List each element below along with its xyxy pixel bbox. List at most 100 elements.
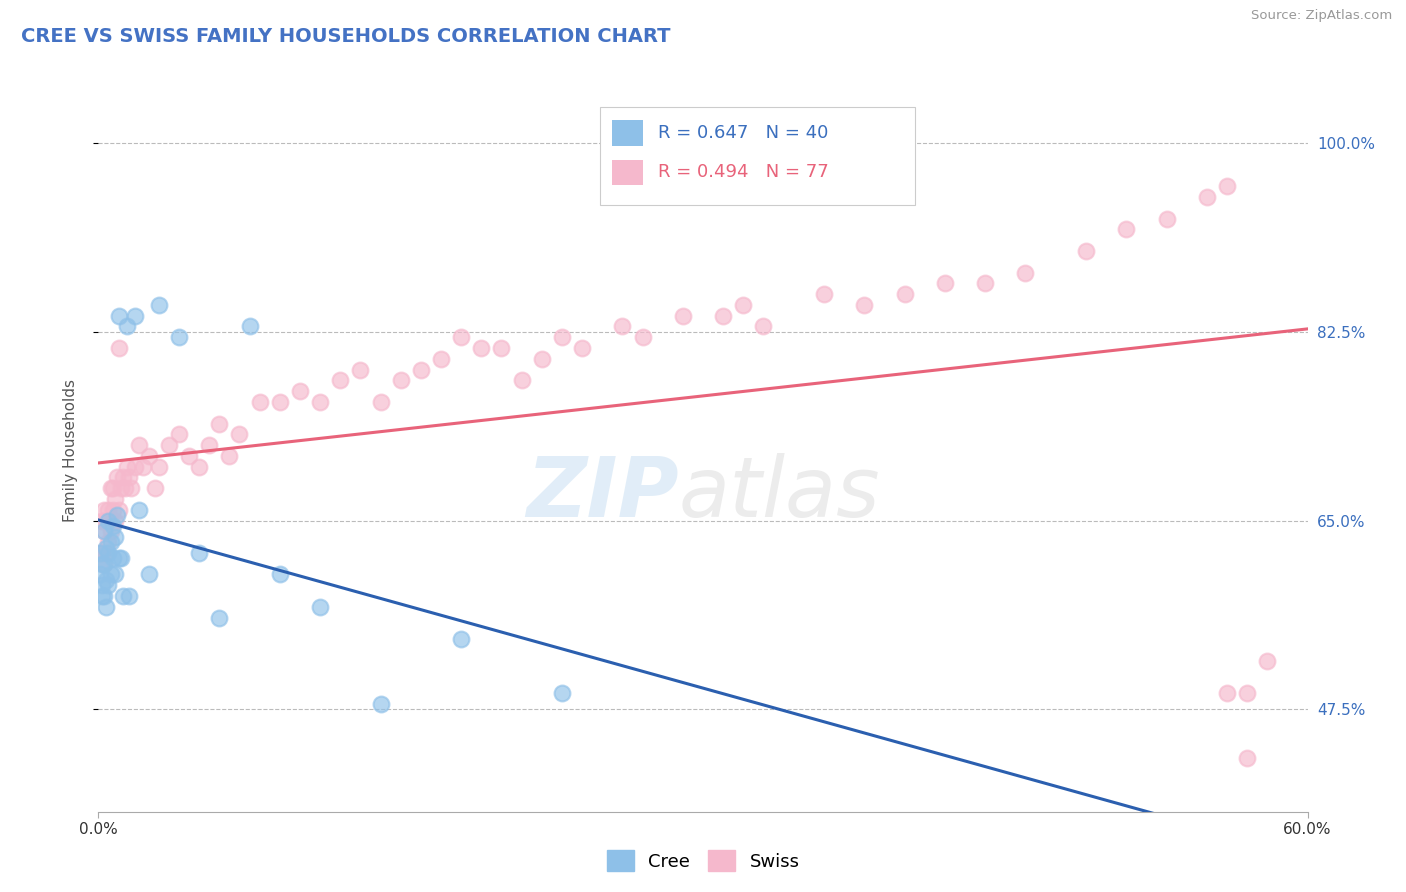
Point	[120, 481, 142, 495]
Point	[91, 557, 114, 571]
Point	[188, 546, 211, 560]
Point	[510, 373, 533, 387]
Point	[132, 459, 155, 474]
Point	[100, 524, 122, 539]
Point	[93, 524, 115, 539]
Point	[111, 470, 134, 484]
Point	[157, 438, 180, 452]
Point	[711, 309, 734, 323]
Point	[118, 589, 141, 603]
Point	[110, 551, 132, 566]
Point	[118, 470, 141, 484]
FancyBboxPatch shape	[600, 107, 915, 205]
Point	[101, 481, 124, 495]
Point	[208, 417, 231, 431]
Point	[853, 298, 876, 312]
Point	[752, 319, 775, 334]
Text: CREE VS SWISS FAMILY HOUSEHOLDS CORRELATION CHART: CREE VS SWISS FAMILY HOUSEHOLDS CORRELAT…	[21, 27, 671, 45]
Point	[1216, 179, 1239, 194]
Point	[409, 362, 432, 376]
Point	[1115, 222, 1137, 236]
Point	[430, 351, 453, 366]
Point	[1216, 686, 1239, 700]
Point	[249, 395, 271, 409]
Point	[1014, 266, 1036, 280]
Point	[143, 481, 166, 495]
Point	[218, 449, 240, 463]
Point	[208, 610, 231, 624]
Point	[167, 427, 190, 442]
Point	[97, 535, 120, 549]
Point	[470, 341, 492, 355]
Point	[103, 567, 125, 582]
Point	[612, 319, 634, 334]
FancyBboxPatch shape	[613, 120, 643, 145]
Point	[89, 546, 111, 560]
Point	[188, 459, 211, 474]
Point	[97, 578, 120, 592]
Point	[91, 546, 114, 560]
Point	[491, 341, 513, 355]
Point	[179, 449, 201, 463]
Point	[93, 502, 115, 516]
Point	[96, 599, 118, 614]
Point	[1256, 654, 1278, 668]
Point	[571, 341, 593, 355]
Point	[107, 551, 129, 566]
Point	[93, 557, 115, 571]
Point	[309, 599, 332, 614]
Point	[110, 481, 132, 495]
Point	[105, 470, 128, 484]
Point	[530, 351, 553, 366]
FancyBboxPatch shape	[613, 160, 643, 186]
Point	[105, 508, 128, 523]
Point	[101, 519, 124, 533]
Point	[97, 514, 120, 528]
Point	[107, 341, 129, 355]
Point	[138, 567, 160, 582]
Y-axis label: Family Households: Family Households	[63, 379, 77, 522]
Point	[389, 373, 412, 387]
Point	[450, 330, 472, 344]
Point	[733, 298, 755, 312]
Point	[93, 557, 115, 571]
Point	[96, 573, 118, 587]
Point	[893, 287, 915, 301]
Point	[148, 459, 170, 474]
Point	[269, 395, 291, 409]
Text: Source: ZipAtlas.com: Source: ZipAtlas.com	[1251, 9, 1392, 22]
Point	[288, 384, 311, 399]
Point	[103, 530, 125, 544]
Text: R = 0.494   N = 77: R = 0.494 N = 77	[658, 163, 830, 181]
Text: ZIP: ZIP	[526, 453, 679, 534]
Point	[93, 524, 115, 539]
Point	[813, 287, 835, 301]
Point	[124, 309, 146, 323]
Point	[107, 502, 129, 516]
Point	[89, 567, 111, 582]
Point	[672, 309, 695, 323]
Text: R = 0.647   N = 40: R = 0.647 N = 40	[658, 124, 828, 142]
Point	[370, 697, 392, 711]
Point	[128, 438, 150, 452]
Point	[138, 449, 160, 463]
Point	[89, 546, 111, 560]
Point	[114, 481, 136, 495]
Point	[309, 395, 332, 409]
Point	[349, 362, 371, 376]
Point	[370, 395, 392, 409]
Point	[100, 481, 122, 495]
Point	[97, 502, 120, 516]
Point	[167, 330, 190, 344]
Point	[91, 578, 114, 592]
Point	[100, 567, 122, 582]
Point	[148, 298, 170, 312]
Point	[269, 567, 291, 582]
Point	[934, 277, 956, 291]
Point	[100, 535, 122, 549]
Point	[228, 427, 250, 442]
Point	[239, 319, 262, 334]
Point	[1156, 211, 1178, 226]
Point	[551, 686, 574, 700]
Point	[101, 502, 124, 516]
